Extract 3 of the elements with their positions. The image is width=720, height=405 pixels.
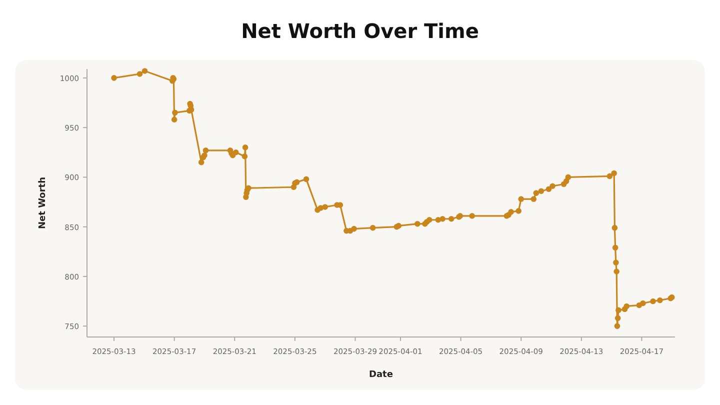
- chart-title: Net Worth Over Time: [241, 19, 479, 43]
- y-axis-title: Net Worth: [38, 176, 48, 230]
- x-axis-title: Date: [369, 370, 393, 380]
